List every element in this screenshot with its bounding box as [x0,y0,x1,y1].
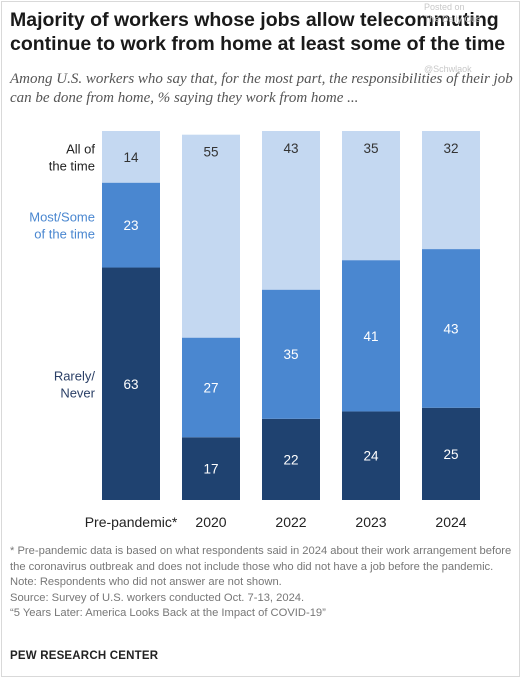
bar-2024-series-1 [422,249,480,408]
x-tick-label: 2022 [275,514,306,530]
legend-label: the time [49,158,95,173]
chart-subtitle: Among U.S. workers who say that, for the… [10,71,513,106]
data-label: 22 [283,452,298,467]
data-label: 35 [283,347,298,362]
watermark-handle: @Schwlaok [424,64,472,74]
data-label: 55 [203,145,218,160]
bar-2024-series-0 [422,407,480,500]
data-label: 25 [443,447,458,462]
note: Note: Respondents who did not answer are… [10,576,282,589]
bar-2023-series-0 [342,411,400,500]
chart-title: Majority of workers whose jobs allow tel… [10,9,506,55]
data-label: 32 [443,141,458,156]
source-line: Source: Survey of U.S. workers conducted… [10,591,305,604]
report-title: “5 Years Later: America Looks Back at th… [10,607,326,620]
data-label: 41 [363,329,378,344]
bar-prepandemic-series-1 [102,182,160,268]
watermark-posted-on: Posted on [424,2,465,12]
bar-2022-series-2 [262,131,320,290]
data-label: 14 [123,150,139,165]
bar-2020-series-1 [182,337,240,438]
data-label: 63 [123,377,138,392]
x-tick-label: 2024 [435,514,466,530]
watermark-source: The Daily Cus [424,14,481,24]
legend-label: Never [60,385,95,400]
legend-label: Most/Some [29,210,95,225]
legend-label: of the time [34,227,95,242]
bar-2020-series-0 [182,437,240,500]
x-tick-label: 2020 [195,514,226,530]
bar-2020-series-2 [182,134,240,338]
pew-logo-text: PEW RESEARCH CENTER [10,650,159,662]
chart-notes: * Pre-pandemic data is based on what res… [10,544,515,622]
data-label: 23 [123,218,138,233]
bar-2023-series-1 [342,260,400,412]
data-label: 43 [443,321,458,336]
data-label: 43 [283,141,298,156]
x-tick-label: 2023 [355,514,386,530]
data-label: 35 [363,141,378,156]
data-label: 17 [203,462,218,477]
bar-2024-series-2 [422,131,480,250]
bar-prepandemic-series-2 [102,131,160,183]
stacked-bar-chart: 63 23 14 Pre-pandemic* 17 27 55 2020 22 35 43 2022 2… [29,131,480,530]
bar-2022-series-1 [262,289,320,419]
bar-2023-series-2 [342,131,400,261]
x-tick-label: Pre-pandemic* [85,514,178,530]
bar-2022-series-0 [262,418,320,500]
bar-prepandemic-series-0 [102,267,160,500]
footnote: * Pre-pandemic data is based on what res… [10,545,512,573]
legend-label: All of [66,141,95,156]
legend-label: Rarely/ [54,368,96,383]
data-label: 24 [363,449,379,464]
data-label: 27 [203,380,218,395]
